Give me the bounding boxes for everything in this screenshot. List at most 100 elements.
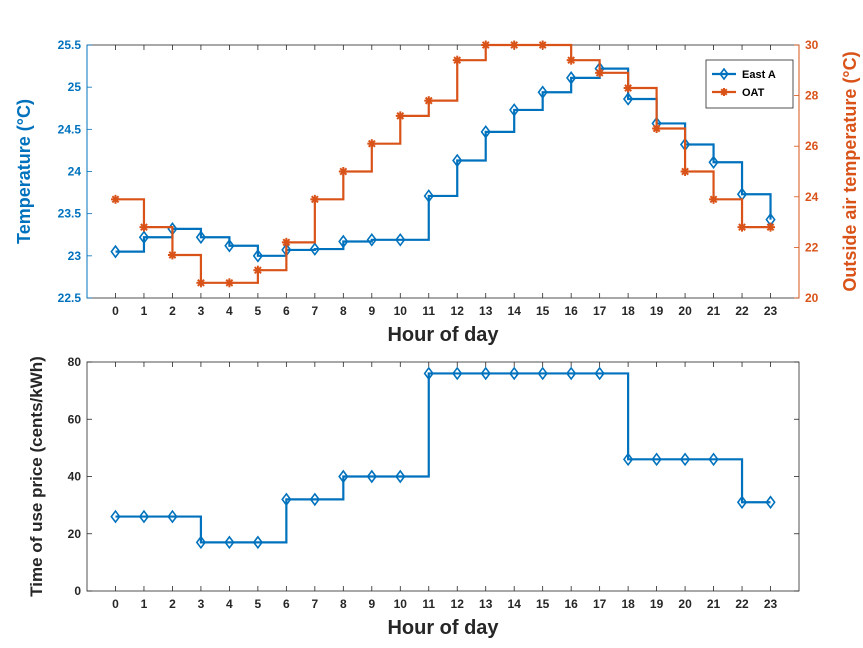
marker-stroke xyxy=(709,195,718,204)
marker-stroke xyxy=(567,56,576,65)
data-point xyxy=(566,366,577,381)
x-tick-label: 3 xyxy=(198,597,205,611)
data-point xyxy=(423,366,434,381)
y2-tick-label: 30 xyxy=(805,38,819,52)
y2-tick-label: 20 xyxy=(805,291,819,305)
marker-stroke xyxy=(538,41,547,49)
marker-stroke xyxy=(225,278,234,287)
marker-stroke xyxy=(738,223,746,232)
x-tick-label: 17 xyxy=(593,597,607,611)
y-tick-label: 25 xyxy=(68,80,82,94)
x-tick-label: 6 xyxy=(283,597,290,611)
x-tick-label: 2 xyxy=(169,304,176,318)
marker-stroke xyxy=(254,266,262,275)
data-point xyxy=(538,40,548,50)
data-point xyxy=(195,535,207,550)
x-axis-title: Hour of day xyxy=(387,617,499,639)
x-tick-label: 22 xyxy=(735,597,749,611)
marker-stroke xyxy=(396,111,405,120)
x-tick-label: 0 xyxy=(112,304,119,318)
legend-marker xyxy=(720,88,728,96)
data-point xyxy=(252,248,264,263)
marker-stroke xyxy=(481,41,490,49)
data-point xyxy=(452,55,462,65)
x-tick-label: 10 xyxy=(394,597,408,611)
legend-label: OAT xyxy=(742,87,765,99)
x-tick-label: 5 xyxy=(255,597,262,611)
data-point xyxy=(765,495,776,510)
x-tick-label: 2 xyxy=(169,597,176,611)
x-tick-label: 9 xyxy=(368,597,375,611)
x-tick-label: 16 xyxy=(564,597,578,611)
data-point xyxy=(395,232,406,247)
data-point xyxy=(167,250,177,260)
x-tick-label: 16 xyxy=(564,304,578,318)
marker-stroke xyxy=(197,278,205,287)
marker-stroke xyxy=(111,195,120,204)
price-chart: 0 1 2 3 4 5 6 7 8 9 10 11 12 13 14 15 16 17 18 19 20 21 22 2302… xyxy=(27,355,800,639)
data-point xyxy=(623,83,633,93)
data-point xyxy=(566,71,577,85)
x-tick-label: 1 xyxy=(141,597,148,611)
marker-stroke xyxy=(453,56,462,65)
x-tick-label: 18 xyxy=(621,597,635,611)
data-point xyxy=(367,139,377,149)
temperature-chart: 0 1 2 3 4 5 6 7 8 9 10 11 12 13 14 15 16 17 18 19 20 21 22 2322… xyxy=(14,38,860,346)
x-tick-label: 15 xyxy=(536,597,550,611)
y2-tick-label: 22 xyxy=(805,240,819,254)
data-point xyxy=(651,452,662,467)
data-point xyxy=(680,167,690,176)
x-tick-label: 5 xyxy=(255,304,262,318)
x-tick-label: 8 xyxy=(340,597,347,611)
data-point xyxy=(167,509,178,524)
data-point xyxy=(253,265,263,275)
legend-label: East A xyxy=(742,69,776,81)
x-tick-label: 19 xyxy=(650,304,664,318)
x-tick-label: 4 xyxy=(226,304,233,318)
data-point xyxy=(481,40,491,50)
y-tick-label: 23 xyxy=(68,249,82,263)
y-axis-title: Time of use price (cents/kWh) xyxy=(27,356,46,597)
marker-stroke xyxy=(310,195,319,204)
x-tick-label: 8 xyxy=(340,304,347,318)
data-point xyxy=(366,469,377,484)
x-tick-label: 23 xyxy=(764,304,778,318)
data-point xyxy=(708,452,719,467)
data-point xyxy=(224,278,234,288)
data-point xyxy=(309,492,320,507)
marker-stroke xyxy=(424,96,433,105)
legend-marker xyxy=(719,67,729,81)
y2-axis-title: Outside air temperature (°C) xyxy=(840,51,860,291)
marker-stroke xyxy=(720,88,728,96)
data-point xyxy=(395,111,405,121)
data-point xyxy=(537,85,548,100)
marker-stroke xyxy=(766,223,775,232)
x-tick-label: 20 xyxy=(678,597,692,611)
x-tick-label: 14 xyxy=(508,597,522,611)
x-tick-label: 4 xyxy=(226,597,233,611)
marker-stroke xyxy=(624,84,632,92)
data-point xyxy=(708,155,719,170)
x-tick-label: 14 xyxy=(508,304,522,318)
marker-stroke xyxy=(282,238,291,247)
data-point xyxy=(110,194,120,204)
marker-stroke xyxy=(367,139,376,148)
x-tick-label: 21 xyxy=(707,597,721,611)
y-tick-label: 40 xyxy=(68,470,82,484)
x-tick-label: 22 xyxy=(735,304,749,318)
data-point xyxy=(281,492,292,507)
data-point xyxy=(679,452,691,467)
x-tick-label: 11 xyxy=(422,597,435,611)
y2-tick-label: 26 xyxy=(805,139,819,153)
data-point xyxy=(709,194,719,204)
x-axis-title: Hour of day xyxy=(387,324,499,346)
data-point xyxy=(766,222,776,232)
x-tick-label: 0 xyxy=(112,597,119,611)
data-point xyxy=(366,232,377,247)
x-tick-label: 10 xyxy=(394,304,408,318)
x-tick-label: 12 xyxy=(451,304,465,318)
data-point xyxy=(338,234,349,249)
data-point xyxy=(737,222,747,232)
data-point xyxy=(281,237,291,247)
data-point xyxy=(110,509,121,524)
